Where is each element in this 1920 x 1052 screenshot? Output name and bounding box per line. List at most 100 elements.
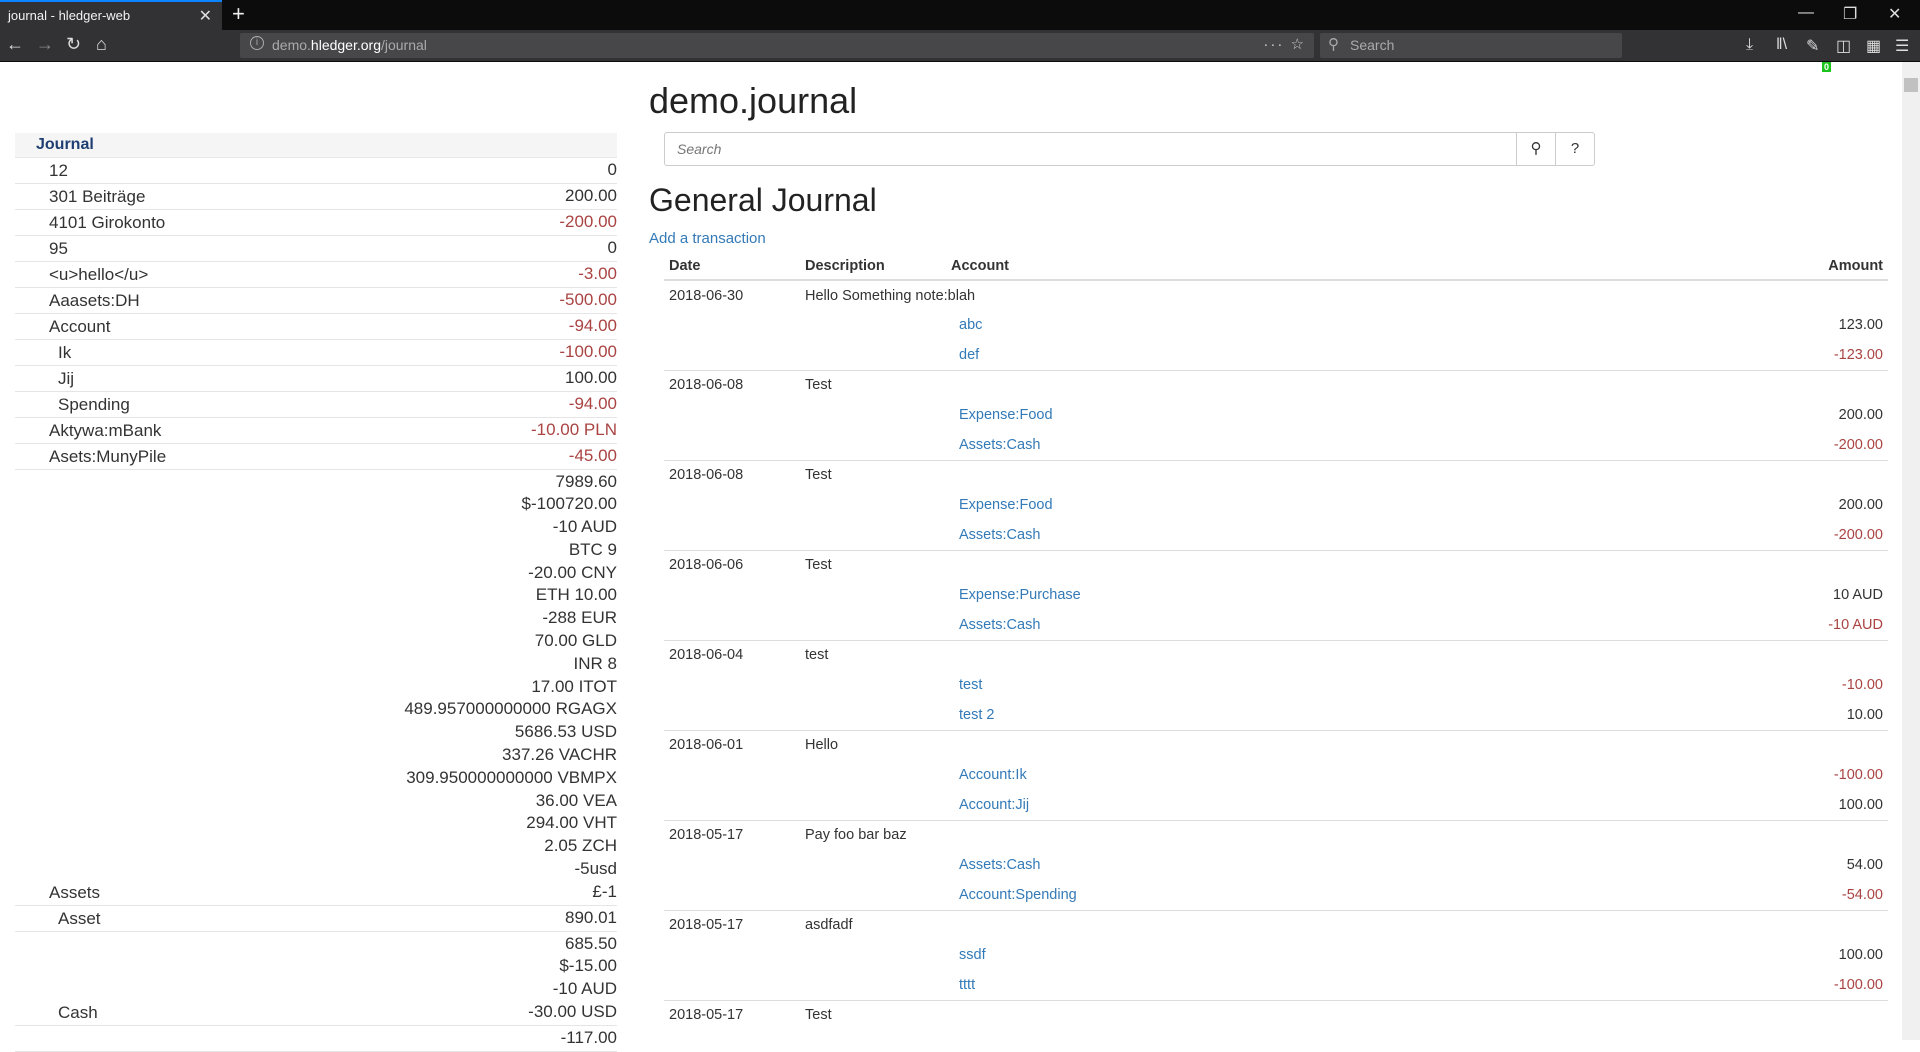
account-name[interactable]: Asets:MunyPile <box>15 443 266 470</box>
empty-cell <box>800 580 946 610</box>
account-row[interactable]: Aktywa:mBank -10.00 PLN <box>15 417 617 444</box>
account-link[interactable]: Assets:Cash <box>959 616 1041 633</box>
page-actions-icon[interactable]: ··· ☆ <box>1263 36 1306 53</box>
scrollbar-thumb[interactable] <box>1904 78 1918 92</box>
browser-search-input[interactable]: ⚲ Search <box>1320 33 1622 58</box>
account-name[interactable]: 4101 Girokonto <box>15 209 266 236</box>
account-name[interactable]: Asset <box>15 905 266 932</box>
account-row[interactable]: Jij 100.00 <box>15 365 617 392</box>
account-name[interactable]: Cash <box>15 931 266 1026</box>
new-tab-icon[interactable]: + <box>232 1 245 26</box>
balance-amount: 100.00 <box>565 367 617 387</box>
account-name[interactable]: 95 <box>15 235 266 262</box>
help-button[interactable]: ? <box>1555 133 1594 165</box>
account-name[interactable]: Jij <box>15 365 266 392</box>
transaction-row: 2018-06-08 Test <box>664 459 1888 490</box>
account-link[interactable]: tttt <box>959 976 976 993</box>
account-row[interactable]: Spending -94.00 <box>15 391 617 418</box>
browser-search-placeholder: Search <box>1350 37 1395 53</box>
empty-cell <box>800 850 946 880</box>
account-row[interactable]: 4101 Girokonto -200.00 <box>15 209 617 236</box>
containers-icon[interactable]: ▦ <box>1866 38 1882 55</box>
close-tab-icon[interactable]: ✕ <box>198 8 212 25</box>
download-icon[interactable]: ⤓ <box>1746 36 1754 53</box>
account-row[interactable]: Asset 890.01 <box>15 905 617 932</box>
posting-row: tttt -100.00 <box>664 970 1888 1000</box>
account-balance: 685.50 $-15.00 -10 AUD -30.00 USD <box>265 931 617 1026</box>
menu-icon[interactable]: ☰ <box>1895 38 1910 55</box>
search-button[interactable]: ⚲ <box>1516 133 1555 165</box>
account-row[interactable]: -117.00 <box>15 1025 617 1052</box>
account-row[interactable]: Ik -100.00 <box>15 339 617 366</box>
account-link[interactable]: test 2 <box>959 706 995 723</box>
account-link[interactable]: def <box>959 346 980 363</box>
empty-cell <box>800 670 946 700</box>
posting-row: Account:Jij 100.00 <box>664 790 1888 820</box>
back-icon[interactable]: ← <box>6 34 24 54</box>
account-link[interactable]: Assets:Cash <box>959 857 1041 873</box>
account-link[interactable]: abc <box>959 317 983 333</box>
account-name[interactable]: Spending <box>15 391 266 418</box>
minimize-icon[interactable]: — <box>1798 4 1814 21</box>
account-link[interactable]: Account:Spending <box>959 886 1077 903</box>
account-link[interactable]: Account:Ik <box>959 767 1027 783</box>
account-link[interactable]: Expense:Food <box>959 407 1053 423</box>
account-name[interactable]: <u>hello</u> <box>15 261 266 288</box>
forward-icon[interactable]: → <box>36 34 54 54</box>
posting-account: tttt <box>946 970 1589 1000</box>
posting-row: Expense:Food 200.00 <box>664 400 1888 430</box>
journal-link[interactable]: Journal <box>36 135 94 153</box>
account-link[interactable]: Expense:Food <box>959 497 1053 513</box>
account-row[interactable]: Cash 685.50 $-15.00 -10 AUD -30.00 USD <box>15 931 617 1026</box>
close-window-icon[interactable]: ✕ <box>1888 6 1902 23</box>
reload-icon[interactable]: ↻ <box>66 34 82 54</box>
account-row[interactable]: 12 0 <box>15 157 617 184</box>
extension-icon[interactable]: ✎ <box>1806 38 1820 55</box>
posting-amount: 10.00 <box>1846 706 1883 723</box>
browser-toolbar: ← → ↻ ⌂ i demo.hledger.org/journal ··· ☆ ⚲… <box>0 30 1920 72</box>
account-link[interactable]: Assets:Cash <box>959 436 1041 453</box>
account-row[interactable]: 95 0 <box>15 235 617 262</box>
account-name[interactable]: 12 <box>15 157 266 184</box>
empty-cell <box>800 340 946 370</box>
account-link[interactable]: ssdf <box>959 947 986 963</box>
account-name[interactable]: 301 Beiträge <box>15 183 266 210</box>
empty-cell <box>800 970 946 1000</box>
sidebar-header[interactable]: Journal <box>15 133 617 158</box>
journal-table: Date Description Account Amount 2018-06-… <box>664 252 1888 1030</box>
browser-tab[interactable]: journal - hledger-web ✕ <box>0 0 222 30</box>
account-row[interactable]: Account -94.00 <box>15 313 617 340</box>
account-name[interactable] <box>15 1025 266 1052</box>
search-input[interactable] <box>665 133 1516 165</box>
account-name[interactable]: Assets <box>15 469 266 906</box>
account-link[interactable]: Expense:Purchase <box>959 587 1081 603</box>
empty-cell <box>664 850 800 880</box>
account-name[interactable]: Account <box>15 313 266 340</box>
balance-amount: 36.00 VEA <box>535 790 617 810</box>
account-row[interactable]: Asets:MunyPile -45.00 <box>15 443 617 470</box>
add-transaction-link[interactable]: Add a transaction <box>649 230 766 247</box>
account-link[interactable]: Assets:Cash <box>959 526 1041 543</box>
account-name[interactable]: Aktywa:mBank <box>15 417 266 444</box>
page-scrollbar[interactable] <box>1902 62 1920 1040</box>
empty-cell <box>800 520 946 550</box>
info-icon[interactable]: i <box>250 36 264 50</box>
library-icon[interactable]: ‖\ <box>1776 36 1788 53</box>
account-balance: -100.00 <box>265 339 617 366</box>
account-balance: -117.00 <box>265 1025 617 1052</box>
balance-amount: -20.00 CNY <box>528 562 617 582</box>
account-row[interactable]: <u>hello</u> -3.00 <box>15 261 617 288</box>
balance-amount: 890.01 <box>565 907 617 927</box>
account-row[interactable]: Assets 7989.60 $-100720.00 -10 AUD BTC 9 -20.… <box>15 469 617 906</box>
home-icon[interactable]: ⌂ <box>96 34 107 54</box>
account-link[interactable]: test <box>959 677 983 693</box>
account-name[interactable]: Aaasets:DH <box>15 287 266 314</box>
account-row[interactable]: 301 Beiträge 200.00 <box>15 183 617 210</box>
sidebar-icon[interactable]: ◫ <box>1836 38 1852 55</box>
account-row[interactable]: Aaasets:DH -500.00 <box>15 287 617 314</box>
address-bar[interactable]: i demo.hledger.org/journal ··· ☆ <box>240 33 1314 58</box>
restore-icon[interactable]: ❐ <box>1843 6 1858 23</box>
account-link[interactable]: Account:Jij <box>959 796 1030 813</box>
posting-row: Assets:Cash 54.00 <box>664 850 1888 880</box>
account-name[interactable]: Ik <box>15 339 266 366</box>
